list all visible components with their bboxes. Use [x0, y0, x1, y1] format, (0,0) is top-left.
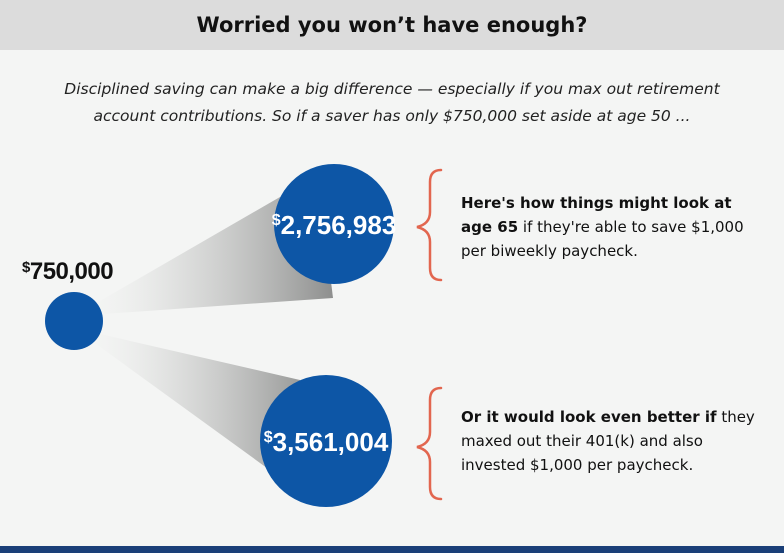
- brace-1: [416, 168, 443, 282]
- header-banner: Worried you won’t have enough?: [0, 0, 784, 50]
- brace-2: [416, 386, 443, 501]
- scenario-text-2: Or it would look even better if they max…: [461, 405, 761, 477]
- intro-text: Disciplined saving can make a big differ…: [64, 80, 720, 125]
- outcome-amount-2: $3,561,004: [264, 427, 389, 457]
- scenario-1-bold: Here's how things might look at age 65: [461, 194, 732, 236]
- outcome-circle-1: [274, 164, 394, 284]
- page-title: Worried you won’t have enough?: [196, 13, 588, 37]
- outcome-amount-1: $2,756,983: [272, 210, 397, 240]
- scenario-2-rest: they maxed out their 401(k) and also inv…: [461, 408, 755, 474]
- start-circle: [45, 292, 103, 350]
- beam-bottom: [74, 328, 318, 505]
- scenario-2-bold: Or it would look even better if: [461, 408, 717, 426]
- scenario-text-1: Here's how things might look at age 65 i…: [461, 191, 761, 263]
- start-amount: $750,000: [22, 258, 114, 285]
- scenario-1-rest: if they're able to save $1,000 per biwee…: [461, 218, 744, 260]
- bottom-bar: [0, 546, 784, 553]
- outcome-circle-2: [260, 375, 392, 507]
- beam-top: [74, 175, 333, 316]
